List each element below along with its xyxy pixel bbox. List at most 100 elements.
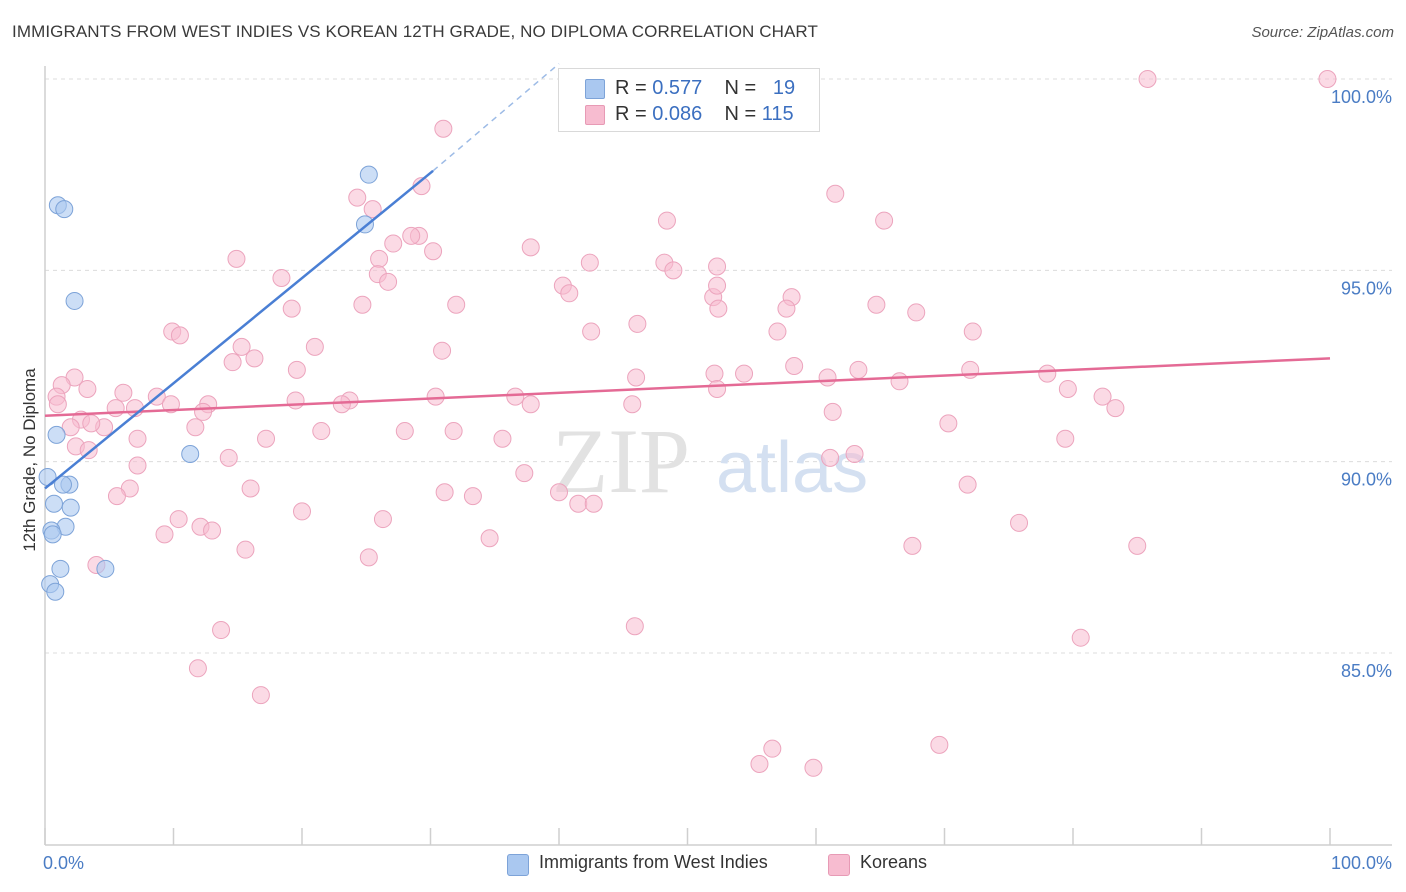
y-axis-label: 12th Grade, No Diploma: [20, 368, 39, 552]
korean-point: [128, 429, 147, 448]
west-indies-point: [65, 291, 84, 310]
korean-point: [560, 284, 579, 303]
korean-point: [379, 272, 398, 291]
korean-point: [664, 261, 683, 280]
korean-points: [47, 70, 1337, 777]
legend-label: Immigrants from West Indies: [539, 852, 768, 872]
axes: [44, 66, 1392, 846]
korean-point: [312, 422, 331, 441]
r-value: 0.086: [652, 103, 703, 125]
korean-point: [293, 502, 311, 521]
n-value: 19: [772, 77, 796, 99]
korean-point: [569, 494, 588, 513]
korean-point: [363, 200, 382, 219]
korean-point: [768, 322, 787, 341]
korean-point: [61, 418, 80, 437]
korean-point: [188, 659, 207, 678]
korean-point: [849, 360, 868, 379]
korean-point: [657, 211, 676, 230]
korean-point: [1093, 387, 1112, 406]
west-indies-trend-line: [44, 169, 434, 490]
korean-point: [1071, 628, 1090, 647]
korean-point: [628, 314, 647, 333]
korean-point: [708, 257, 727, 276]
n-value: 115: [761, 103, 794, 125]
korean-point: [903, 536, 922, 555]
korean-point: [395, 422, 414, 441]
n-label: N =: [724, 77, 757, 99]
korean-point: [930, 735, 949, 754]
watermark-zip: ZIP: [552, 410, 690, 512]
korean-point: [963, 322, 982, 341]
korean-point: [521, 238, 540, 257]
korean-point: [818, 368, 837, 387]
watermark-atlas: atlas: [716, 428, 868, 508]
korean-point: [245, 349, 264, 368]
korean-point: [370, 249, 389, 268]
west-indies-point: [46, 582, 65, 601]
watermark: ZIP atlas: [552, 410, 868, 512]
korean-point: [219, 448, 238, 467]
korean-point: [332, 395, 351, 414]
korean-point: [506, 387, 525, 406]
west-indies-point: [44, 494, 63, 513]
korean-point: [435, 483, 454, 502]
korean-point: [708, 276, 727, 295]
korean-point: [251, 686, 270, 705]
korean-point: [867, 295, 886, 314]
korean-point: [958, 475, 977, 494]
west-indies-legend-swatch: [507, 854, 529, 876]
korean-point: [194, 402, 213, 421]
r-value: 0.577: [652, 77, 703, 99]
trend-lines: [44, 63, 1331, 490]
korean-point: [286, 391, 305, 410]
korean-point: [79, 441, 98, 460]
korean-point: [444, 422, 463, 441]
korean-point: [353, 295, 372, 314]
korean-point: [78, 379, 97, 398]
korean-point: [426, 387, 445, 406]
west-indies-points: [38, 165, 378, 601]
west-indies-point: [96, 559, 115, 578]
r-label: R =: [615, 77, 647, 99]
korean-point: [1058, 379, 1077, 398]
y-tick-label: 90.0%: [1341, 470, 1392, 490]
korean-point: [480, 529, 499, 548]
korean-point: [447, 295, 466, 314]
y-tick-label: 85.0%: [1341, 661, 1392, 681]
r-label: R =: [615, 103, 647, 125]
korean-trend-line: [44, 357, 1331, 417]
stats-legend: R = 0.577 N = 19 R = 0.086 N = 115: [558, 68, 820, 132]
korean-point: [804, 758, 823, 777]
korean-point: [709, 299, 728, 318]
korean-point: [348, 188, 367, 207]
korean-point: [282, 299, 301, 318]
y-tick-label: 95.0%: [1341, 278, 1392, 298]
korean-point: [433, 341, 452, 360]
korean-point: [241, 479, 260, 498]
y-tick-labels: 100.0% 95.0% 90.0% 85.0%: [1331, 87, 1392, 681]
korean-point: [257, 429, 276, 448]
korean-point: [161, 395, 180, 414]
korean-point: [272, 268, 291, 287]
korean-point: [1056, 429, 1075, 448]
korean-point: [826, 184, 845, 203]
korean-point: [203, 521, 222, 540]
korean-point: [763, 739, 782, 758]
korean-point: [384, 234, 403, 253]
korean-point: [580, 253, 599, 272]
korean-point: [907, 303, 926, 322]
legend-label: Koreans: [860, 852, 928, 872]
korean-point: [236, 540, 255, 559]
korean-point: [890, 372, 909, 391]
west-indies-point: [43, 525, 62, 544]
korean-point: [582, 322, 601, 341]
chart-title: IMMIGRANTS FROM WEST INDIES VS KOREAN 12…: [12, 22, 818, 41]
korean-point: [434, 119, 453, 138]
korean-point: [821, 448, 840, 467]
korean-point: [550, 483, 568, 502]
korean-point: [107, 487, 126, 506]
korean-point: [287, 360, 306, 379]
west-indies-point: [181, 445, 200, 464]
korean-point: [359, 548, 378, 567]
